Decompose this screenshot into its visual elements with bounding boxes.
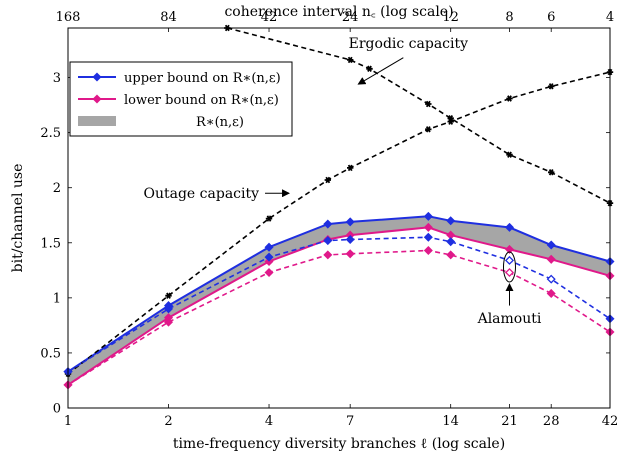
- series-line-alamouti-upper: [67, 236, 611, 373]
- y-tick-label: 1.5: [40, 236, 61, 251]
- point-outage-capacity: [425, 126, 432, 133]
- point-outage-capacity: [548, 83, 555, 90]
- point-alamouti-lower: [264, 268, 274, 278]
- top-tick-label: 4: [606, 10, 614, 25]
- annotations-layer: Ergodic capacity Outage capacity Alamouti: [144, 36, 542, 327]
- point-alamouti-upper: [446, 237, 456, 247]
- annotation-outage: Outage capacity: [144, 186, 260, 202]
- point-alamouti-lower: [423, 245, 433, 256]
- x-tick-label: 21: [501, 414, 518, 429]
- x-tick-label: 4: [265, 414, 273, 429]
- y-tick-label: 3: [53, 71, 61, 86]
- point-alamouti-lower: [446, 250, 456, 260]
- top-tick-label: 6: [547, 10, 555, 25]
- point-alamouti-upper: [323, 236, 333, 246]
- legend-swatch-marker: [92, 94, 102, 104]
- y-tick-label: 0.5: [40, 346, 61, 361]
- point-alamouti-lower: [323, 250, 333, 260]
- plot-frame: [67, 27, 611, 409]
- band-r-star: [68, 216, 610, 385]
- point-ergodic-capacity: [366, 65, 373, 72]
- x-tick-label: 42: [602, 414, 619, 429]
- alamouti-ellipse: [502, 251, 516, 283]
- top-axis-title: coherence interval n꜀ (log scale): [224, 4, 453, 20]
- point-outage-capacity: [447, 118, 454, 125]
- point-ergodic-capacity: [347, 56, 354, 64]
- point-upper-bound-on-r-n: [323, 219, 333, 229]
- point-alamouti-lower: [345, 249, 355, 259]
- point-alamouti-upper: [504, 255, 515, 265]
- point-alamouti-upper: [546, 274, 556, 284]
- annotation-alamouti: Alamouti: [477, 311, 542, 327]
- arrow-ergodic: [357, 57, 404, 85]
- y-tick-label: 2.5: [40, 126, 61, 141]
- legend-swatch-band: [78, 116, 116, 126]
- point-alamouti-lower: [504, 268, 515, 278]
- annotation-ergodic: Ergodic capacity: [349, 36, 468, 52]
- series-line-lower-bound-on-r-n: [67, 226, 611, 386]
- point-upper-bound-on-r-n: [546, 240, 556, 250]
- y-tick-label: 0: [53, 402, 61, 417]
- y-axis-title: bit/channel use: [10, 164, 26, 273]
- x-tick-label: 7: [346, 414, 354, 429]
- point-alamouti-lower: [163, 317, 174, 327]
- x-axis-title: time-frequency diversity branches ℓ (log…: [173, 436, 505, 452]
- point-upper-bound-on-r-n: [345, 217, 355, 227]
- top-tick-label: 168: [56, 10, 81, 25]
- top-tick-label: 42: [261, 10, 278, 25]
- series-line-outage-capacity: [67, 71, 611, 375]
- top-tick-label: 8: [505, 10, 513, 25]
- y-tick-label: 2: [53, 181, 61, 196]
- point-outage-capacity: [347, 164, 354, 172]
- y-tick-label: 1: [53, 291, 61, 306]
- x-tick-label: 14: [442, 414, 459, 429]
- point-outage-capacity: [506, 95, 513, 102]
- band-layer: [68, 216, 610, 385]
- point-upper-bound-on-r-n: [264, 242, 274, 252]
- legend-label: lower bound on R∗(n,ε): [124, 93, 279, 108]
- x-tick-label: 28: [543, 414, 560, 429]
- point-outage-capacity: [265, 215, 273, 222]
- point-ergodic-capacity: [506, 151, 513, 158]
- point-upper-bound-on-r-n: [423, 211, 433, 221]
- point-ergodic-capacity: [425, 100, 432, 108]
- point-alamouti-upper: [423, 232, 433, 242]
- point-alamouti-lower: [546, 288, 556, 298]
- series-line-alamouti-lower: [67, 249, 611, 386]
- series-line-upper-bound-on-r-n: [67, 215, 611, 373]
- point-outage-capacity: [165, 292, 172, 299]
- lines-layer: [67, 27, 611, 386]
- x-tick-label: 2: [164, 414, 172, 429]
- top-tick-label: 24: [342, 10, 359, 25]
- point-upper-bound-on-r-n: [446, 216, 456, 226]
- legend-swatch-marker: [92, 72, 102, 82]
- series-line-ergodic-capacity: [227, 27, 611, 204]
- point-alamouti-upper: [163, 304, 174, 314]
- legend: upper bound on R∗(n,ε) lower bound on R∗(…: [69, 61, 293, 137]
- point-lower-bound-on-r-n: [504, 244, 515, 254]
- point-alamouti-upper: [264, 252, 274, 262]
- point-lower-bound-on-r-n: [546, 254, 556, 264]
- legend-label: upper bound on R∗(n,ε): [124, 71, 281, 86]
- point-upper-bound-on-r-n: [504, 222, 515, 232]
- point-outage-capacity: [324, 176, 331, 184]
- point-lower-bound-on-r-n: [423, 222, 433, 232]
- point-alamouti-upper: [345, 234, 355, 244]
- top-tick-label: 12: [442, 10, 459, 25]
- legend-label: R∗(n,ε): [196, 115, 244, 130]
- x-tick-label: 1: [64, 414, 72, 429]
- point-ergodic-capacity: [548, 169, 555, 176]
- top-tick-label: 84: [160, 10, 177, 25]
